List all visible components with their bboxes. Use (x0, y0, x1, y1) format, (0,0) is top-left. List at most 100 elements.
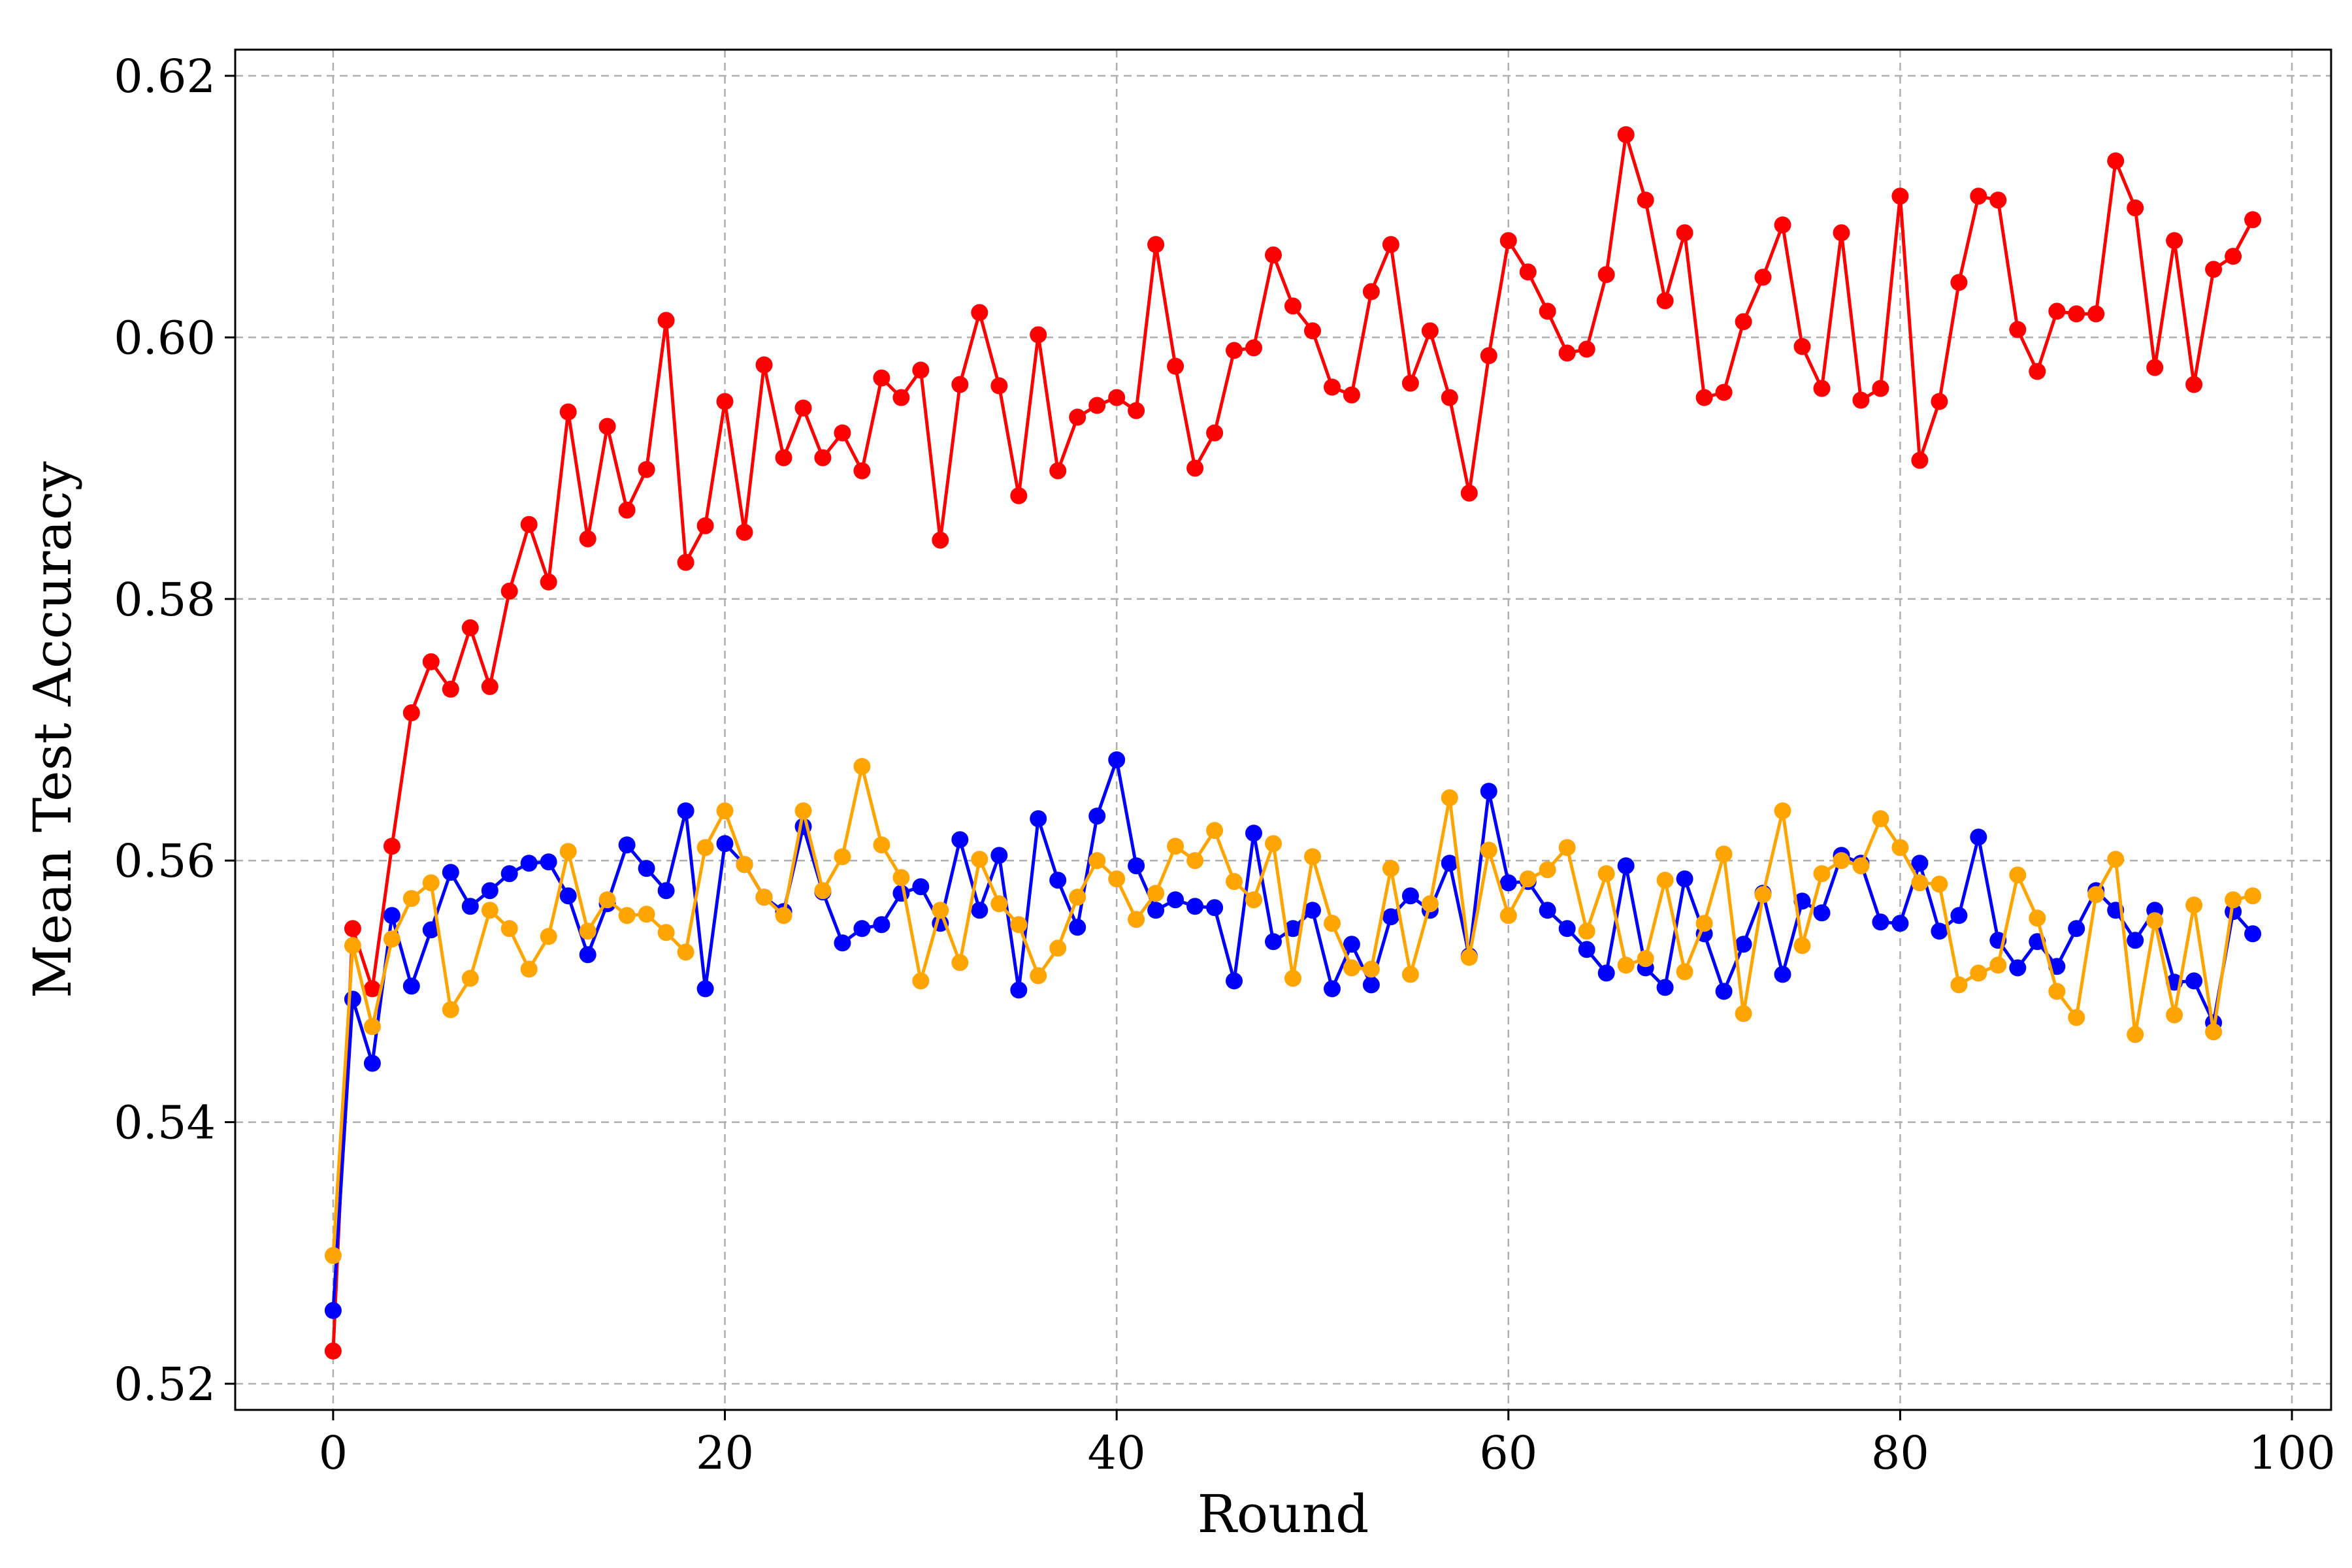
data-point (2166, 1006, 2183, 1024)
data-point (1911, 451, 1929, 469)
data-point (2225, 903, 2242, 921)
data-point (892, 389, 910, 406)
data-point (1441, 789, 1458, 807)
data-point (912, 972, 930, 990)
data-point (1715, 384, 1733, 401)
data-point (2107, 152, 2125, 170)
data-point (853, 758, 871, 776)
data-point (853, 920, 871, 938)
data-point (1343, 936, 1360, 953)
data-point (1499, 232, 1517, 250)
data-point (1558, 839, 1576, 857)
data-point (324, 1247, 342, 1264)
data-point (1950, 274, 1968, 291)
series-3 (324, 758, 2262, 1264)
data-point (1186, 898, 1204, 915)
data-point (1167, 891, 1184, 909)
data-point (1108, 389, 1126, 406)
data-point (1793, 338, 1811, 355)
data-point (1519, 870, 1537, 888)
data-point (1989, 956, 2007, 974)
x-tick-label: 40 (1088, 1426, 1146, 1480)
data-point (1362, 976, 1380, 994)
data-point (716, 835, 734, 853)
data-point (1226, 342, 1243, 359)
data-point (1735, 936, 1752, 953)
data-point (1872, 810, 1889, 828)
data-point (696, 839, 714, 857)
data-point (892, 869, 910, 887)
data-point (1245, 339, 1262, 357)
data-point (520, 855, 538, 872)
y-tick-label: 0.56 (114, 834, 216, 888)
data-point (1167, 357, 1184, 375)
data-point (383, 930, 400, 948)
data-point (1735, 313, 1752, 331)
data-point (1793, 937, 1811, 955)
data-point (1872, 380, 1889, 397)
series-1 (324, 126, 2262, 1360)
data-point (794, 802, 812, 820)
data-point (363, 1018, 381, 1036)
data-point (344, 990, 361, 1008)
data-point (1931, 923, 1948, 940)
y-tick-label: 0.52 (114, 1358, 216, 1411)
data-point (1617, 956, 1635, 974)
data-point (1441, 389, 1458, 406)
data-point (2225, 891, 2242, 909)
data-point (853, 462, 871, 480)
data-point (716, 393, 734, 410)
data-point (932, 531, 949, 549)
data-point (540, 853, 557, 871)
data-point (1950, 976, 1968, 994)
data-point (1774, 802, 1791, 820)
data-point (579, 946, 596, 964)
data-point (540, 928, 557, 945)
data-point (1265, 933, 1282, 951)
data-point (971, 902, 988, 919)
data-point (1088, 808, 1106, 825)
data-point (1421, 895, 1439, 913)
data-point (1891, 188, 1909, 205)
data-point (696, 517, 714, 534)
data-point (1872, 913, 1889, 931)
data-point (1186, 459, 1204, 477)
data-point (1401, 374, 1419, 392)
data-point (2087, 305, 2105, 323)
data-point (1010, 981, 1028, 999)
data-point (1265, 246, 1282, 264)
data-point (1774, 966, 1791, 983)
data-point (1362, 283, 1380, 301)
data-point (1695, 389, 1713, 406)
data-point (1617, 857, 1635, 875)
data-point (736, 856, 753, 874)
data-point (1069, 919, 1086, 936)
data-point (1911, 855, 1929, 872)
data-point (598, 891, 616, 909)
data-point (1813, 380, 1831, 397)
data-point (500, 920, 518, 938)
data-point (1480, 347, 1497, 365)
data-point (500, 865, 518, 883)
data-point (402, 704, 420, 721)
data-point (1715, 845, 1733, 863)
x-axis-title: Round (1198, 1484, 1369, 1544)
data-point (1382, 908, 1399, 926)
data-point (500, 582, 518, 600)
data-point (716, 802, 734, 820)
data-point (2029, 363, 2046, 380)
axis-ticks: 0 20 40 60 80 100 0.52 0.54 0.56 0.58 0.60 0.62 (114, 50, 2336, 1480)
data-point (1950, 907, 1968, 924)
data-point (579, 530, 596, 547)
data-point (1206, 822, 1224, 840)
data-point (402, 977, 420, 995)
data-point (1715, 983, 1733, 1000)
data-point (1030, 326, 1047, 344)
data-point (1245, 891, 1262, 909)
data-point (2127, 1026, 2144, 1043)
data-point (1754, 886, 1772, 904)
data-point (1421, 322, 1439, 340)
data-point (2244, 925, 2262, 943)
data-point (481, 902, 498, 919)
